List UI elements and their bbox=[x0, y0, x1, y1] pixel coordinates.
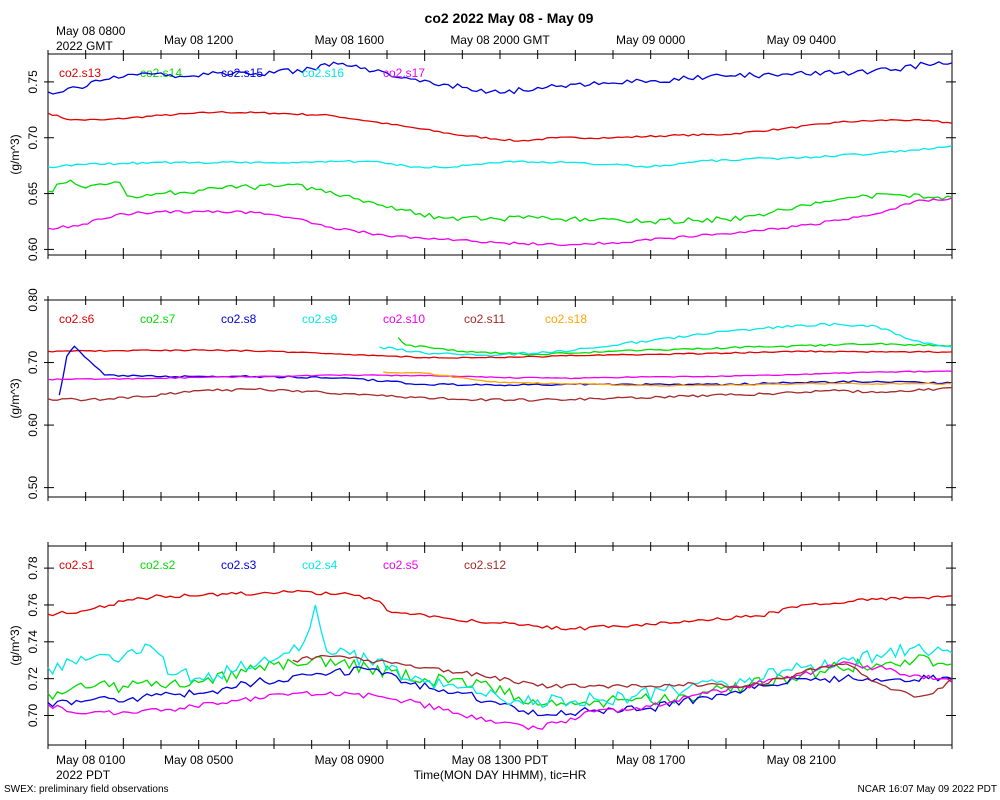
top-axis-first-year: 2022 GMT bbox=[56, 39, 113, 53]
series-line-co2-s11 bbox=[47, 386, 953, 402]
top-axis-label: May 09 0400 bbox=[767, 33, 837, 47]
legend-label-co2-s3: co2.s3 bbox=[221, 558, 257, 572]
series-line-co2-s9 bbox=[379, 322, 953, 357]
series-line-co2-s12 bbox=[292, 654, 953, 698]
legend-label-co2-s2: co2.s2 bbox=[140, 558, 176, 572]
y-tick-label: 0.75 bbox=[26, 70, 40, 94]
legend-label-co2-s5: co2.s5 bbox=[383, 558, 419, 572]
panel-middle: 0.50 0.60 0.70 0.80 (g/m^3) co2.s6 co2.s7 co2.s… bbox=[8, 288, 956, 501]
legend-label-co2-s4: co2.s4 bbox=[302, 558, 338, 572]
legend-label-co2-s11: co2.s11 bbox=[464, 312, 505, 326]
bottom-time-axis: May 08 0100 2022 PDT Time(MON DAY HHMM),… bbox=[56, 753, 836, 782]
legend-label-co2-s17: co2.s17 bbox=[383, 66, 425, 80]
bottom-axis-label: May 08 1300 PDT bbox=[452, 753, 549, 767]
top-time-axis: May 08 0800 2022 GMT May 08 1200 May 08 1… bbox=[56, 24, 836, 53]
y-tick-label: 0.70 bbox=[26, 126, 40, 150]
y-tick-label: 0.60 bbox=[26, 413, 40, 437]
top-axis-label: May 08 1200 bbox=[164, 33, 234, 47]
series-line-co2-s17 bbox=[47, 197, 953, 247]
y-tick-label: 0.70 bbox=[26, 703, 40, 727]
series-line-co2-s3 bbox=[47, 666, 953, 717]
panel-bottom: 0.70 0.72 0.74 0.76 0.78 (g/m^3) co2.s1 co2.s2 c… bbox=[8, 542, 956, 749]
series-line-co2-s1 bbox=[47, 589, 953, 631]
legend-label-co2-s13: co2.s13 bbox=[59, 66, 101, 80]
footer-note: SWEX: preliminary field observations bbox=[4, 784, 169, 795]
y-tick-label: 0.80 bbox=[26, 288, 40, 312]
series-line-co2-s18 bbox=[383, 371, 953, 387]
series-line-co2-s4 bbox=[47, 604, 953, 709]
legend-label-co2-s18: co2.s18 bbox=[545, 312, 587, 326]
series-line-co2-s13 bbox=[47, 110, 953, 142]
x-axis-title: Time(MON DAY HHMM), tic=HR bbox=[414, 768, 587, 782]
bottom-axis-first-label: May 08 0100 bbox=[56, 753, 126, 767]
top-axis-label: May 08 2000 GMT bbox=[450, 33, 550, 47]
y-tick-label: 0.65 bbox=[26, 182, 40, 206]
legend-label-co2-s8: co2.s8 bbox=[221, 312, 257, 326]
y-tick-label: 0.76 bbox=[26, 593, 40, 617]
y-tick-label: 0.74 bbox=[26, 630, 40, 654]
series-line-co2-s5 bbox=[47, 661, 953, 731]
bottom-axis-label: May 08 2100 bbox=[767, 753, 837, 767]
series-line-co2-s15 bbox=[47, 61, 953, 95]
legend-label-co2-s10: co2.s10 bbox=[383, 312, 425, 326]
legend-label-co2-s7: co2.s7 bbox=[140, 312, 176, 326]
legend-label-co2-s9: co2.s9 bbox=[302, 312, 338, 326]
panel-top: 0.600.650.700.75(g/m^3)co2.s13 co2.s14 co2… bbox=[8, 50, 956, 261]
legend-label-co2-s12: co2.s12 bbox=[464, 558, 506, 572]
series-line-co2-s10 bbox=[47, 370, 953, 381]
series-line-co2-s14 bbox=[47, 179, 953, 225]
plot-frame bbox=[47, 545, 953, 746]
y-tick-label: 0.60 bbox=[26, 237, 40, 261]
y-tick-label: 0.50 bbox=[26, 476, 40, 500]
series-line-co2-s16 bbox=[47, 144, 953, 169]
chart-title: co2 2022 May 08 - May 09 bbox=[425, 10, 594, 26]
bottom-axis-first-year: 2022 PDT bbox=[56, 768, 111, 782]
bottom-axis-label: May 08 0500 bbox=[164, 753, 234, 767]
y-axis-title: (g/m^3) bbox=[8, 134, 22, 174]
legend-label-co2-s16: co2.s16 bbox=[302, 66, 344, 80]
top-axis-label: May 08 1600 bbox=[315, 33, 385, 47]
bottom-axis-label: May 08 0900 bbox=[315, 753, 385, 767]
legend-label-co2-s1: co2.s1 bbox=[59, 558, 95, 572]
series-line-co2-s7 bbox=[397, 337, 953, 356]
y-tick-label: 0.78 bbox=[26, 556, 40, 580]
y-axis-title: (g/m^3) bbox=[8, 378, 22, 418]
y-axis-title: (g/m^3) bbox=[8, 625, 22, 665]
legend-label-co2-s15: co2.s15 bbox=[221, 66, 263, 80]
top-axis-label: May 09 0000 bbox=[616, 33, 686, 47]
bottom-axis-label: May 08 1700 bbox=[616, 753, 686, 767]
y-tick-label: 0.70 bbox=[26, 350, 40, 374]
top-axis-first-label: May 08 0800 bbox=[56, 24, 126, 38]
legend-label-co2-s6: co2.s6 bbox=[59, 312, 95, 326]
y-tick-label: 0.72 bbox=[26, 667, 40, 691]
footer-timestamp: NCAR 16:07 May 09 2022 PDT bbox=[857, 784, 997, 795]
series-line-co2-s6 bbox=[47, 348, 953, 359]
